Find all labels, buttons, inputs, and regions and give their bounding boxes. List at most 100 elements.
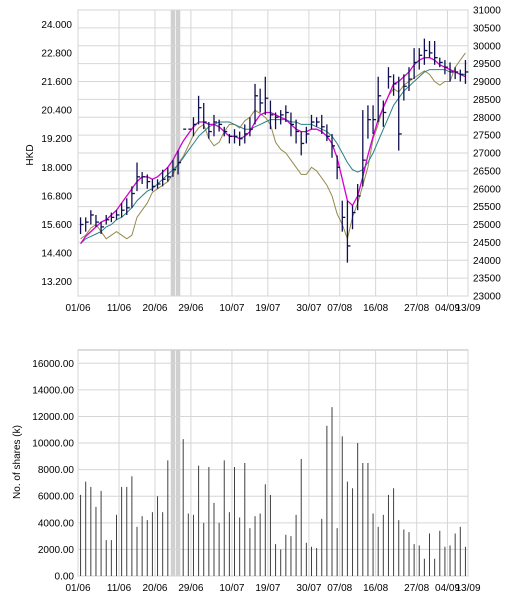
- index-y-tick-label: 30500: [473, 23, 501, 34]
- hlc-bar: [444, 60, 448, 75]
- hlc-bar: [459, 69, 464, 82]
- hlc-bar: [367, 105, 371, 139]
- hlc-bar: [100, 222, 105, 235]
- hlc-bar: [208, 122, 212, 139]
- price-y-tick-label: 15.600: [41, 220, 72, 231]
- price-y-tick-label: 13.200: [41, 277, 72, 288]
- hlc-bar: [295, 119, 300, 144]
- hlc-bar: [305, 126, 310, 144]
- hlc-bar: [162, 169, 166, 187]
- price-y-axis-title: HKD: [25, 144, 36, 165]
- hlc-bar: [126, 198, 130, 215]
- volume-chart: 0.00 2000.00 4000.00 6000.00 8000.00 10000.00…: [12, 349, 481, 594]
- hlc-bar: [151, 179, 156, 192]
- hlc-bar: [392, 74, 397, 96]
- hlc-bar: [192, 117, 197, 137]
- hlc-bar: [372, 105, 377, 134]
- price-y-tick-label: 20.400: [41, 106, 72, 117]
- hlc-bar: [326, 124, 330, 142]
- index-y-tick-label: 23000: [473, 292, 501, 303]
- hlc-bar: [259, 88, 264, 113]
- hlc-bar: [464, 60, 469, 84]
- price-y-tick-label: 24.000: [41, 20, 72, 31]
- hlc-bar: [131, 186, 135, 208]
- hlc-bar: [269, 100, 274, 130]
- hlc-bar: [433, 40, 438, 65]
- index-y-tick-label: 28000: [473, 113, 501, 124]
- holiday-bands: [170, 350, 181, 576]
- index-y-tick-label: 24500: [473, 238, 501, 249]
- price-y-tick-labels: 13.200 14.400 15.600 16.800 18.000 19.200 20.4…: [41, 20, 72, 288]
- hlc-bar: [141, 172, 146, 184]
- hlc-bar: [408, 67, 412, 92]
- hlc-bar: [398, 76, 402, 151]
- hlc-bar: [428, 40, 433, 58]
- hlc-bar: [351, 205, 356, 230]
- hlc-bar: [264, 76, 269, 115]
- hlc-bar: [274, 112, 279, 130]
- price-y-tick-label: 18.000: [41, 163, 72, 174]
- hlc-bar: [413, 48, 418, 80]
- volume-y-tick-label: 10000.00: [32, 439, 74, 450]
- hlc-bar: [418, 48, 423, 70]
- index-y-tick-label: 28500: [473, 95, 501, 106]
- hlc-bar: [172, 160, 176, 177]
- hlc-bar: [254, 83, 259, 125]
- index-y-tick-label: 24000: [473, 256, 501, 267]
- volume-x-tick-label: 30/07: [296, 583, 321, 594]
- hlc-bar: [79, 217, 84, 235]
- hlc-bar: [341, 200, 346, 232]
- hlc-bar: [95, 214, 99, 227]
- volume-grid: [77, 350, 469, 577]
- hlc-bar: [156, 179, 161, 189]
- hlc-bar: [423, 38, 428, 65]
- hlc-bar: [203, 102, 207, 130]
- hlc-bar: [228, 133, 233, 144]
- price-grid: [77, 9, 469, 297]
- hlc-bar: [403, 74, 407, 101]
- hlc-bar: [136, 162, 141, 192]
- hlc-bar: [244, 124, 248, 144]
- hlc-bar: [115, 210, 120, 220]
- index-y-tick-label: 23500: [473, 274, 501, 285]
- hlc-bar: [310, 114, 315, 130]
- hlc-bar: [331, 133, 336, 158]
- hlc-bar: [177, 150, 182, 175]
- index-y-tick-label: 27500: [473, 131, 501, 142]
- hlc-bar: [110, 212, 115, 223]
- hlc-bar: [439, 57, 443, 68]
- hlc-bar: [377, 76, 382, 123]
- volume-x-tick-label: 10/07: [219, 583, 244, 594]
- volume-y-tick-label: 4000.00: [38, 518, 75, 529]
- volume-y-tick-label: 16000.00: [32, 359, 74, 370]
- price-x-tick-label: 29/06: [178, 303, 203, 314]
- volume-x-tick-label: 01/06: [65, 583, 90, 594]
- index-y-tick-label: 26500: [473, 166, 501, 177]
- volume-x-tick-label: 19/07: [255, 583, 280, 594]
- holiday-band: [175, 350, 181, 576]
- price-chart: 13.200 14.400 15.600 16.800 18.000 19.200 20.4…: [25, 6, 501, 315]
- moving-average-long-line: [80, 69, 466, 244]
- price-y-tick-label: 16.800: [41, 191, 72, 202]
- hlc-bar: [197, 95, 202, 125]
- volume-x-tick-label: 29/06: [178, 583, 203, 594]
- hlc-bar: [223, 126, 228, 137]
- volume-x-tick-label: 27/08: [404, 583, 429, 594]
- hlc-bar: [249, 117, 253, 137]
- hlc-bar: [146, 174, 151, 189]
- price-series: [79, 38, 469, 263]
- hlc-bar: [449, 62, 454, 82]
- index-y-tick-label: 29500: [473, 59, 501, 70]
- hlc-bar: [300, 131, 305, 156]
- price-y-tick-label: 19.200: [41, 134, 72, 145]
- index-y-tick-label: 31000: [473, 6, 501, 17]
- price-y-tick-label: 14.400: [41, 249, 72, 260]
- price-y-tick-label: 21.600: [41, 77, 72, 88]
- volume-x-tick-label: 13/09: [455, 583, 480, 594]
- volume-x-tick-labels: 01/06 11/06 20/06 29/06 10/07 19/07 30/07 07/08…: [65, 583, 480, 594]
- hlc-bar: [218, 119, 223, 132]
- volume-y-tick-label: 0.00: [55, 572, 75, 583]
- index-y-tick-labels: 23000 23500 24000 24500 25000 25500 26000 26500…: [473, 6, 501, 303]
- index-line: [80, 52, 466, 241]
- index-y-tick-label: 27000: [473, 149, 501, 160]
